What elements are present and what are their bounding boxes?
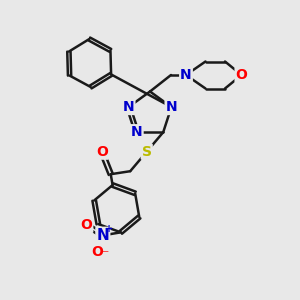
Text: O: O [236, 68, 247, 82]
Text: N: N [97, 228, 109, 243]
Text: N: N [166, 100, 177, 114]
Text: O: O [96, 145, 108, 159]
Text: N: N [131, 125, 142, 139]
Text: O: O [80, 218, 92, 232]
Text: ⁻: ⁻ [100, 248, 108, 262]
Text: N: N [123, 100, 134, 114]
Text: S: S [142, 145, 152, 159]
Text: +: + [105, 224, 113, 234]
Text: O: O [91, 245, 103, 259]
Text: N: N [180, 68, 192, 82]
